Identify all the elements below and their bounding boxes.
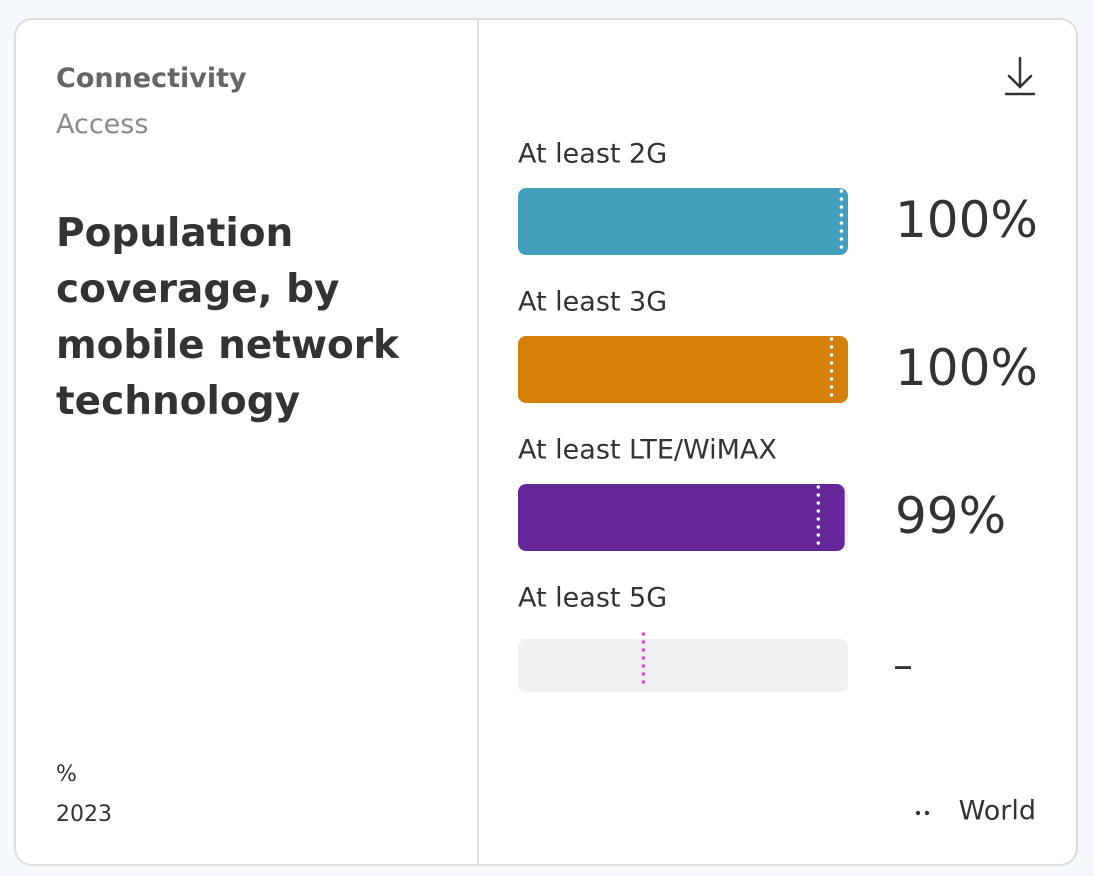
category-label: At least 2G xyxy=(518,139,667,170)
year: 2023 xyxy=(56,802,112,827)
value-label: – xyxy=(893,643,913,689)
section: Connectivity xyxy=(56,63,247,94)
category-label: At least LTE/WiMAX xyxy=(518,435,777,466)
value-label: 100% xyxy=(895,339,1038,397)
bar xyxy=(518,484,845,551)
download-button[interactable] xyxy=(1004,56,1036,96)
chart-title: Population coverage, by mobile network t… xyxy=(56,211,399,424)
unit: % xyxy=(56,762,77,787)
legend-dot xyxy=(924,810,930,816)
bar xyxy=(518,188,848,255)
card: Connectivity Access Population coverage,… xyxy=(14,18,1078,866)
subsection: Access xyxy=(56,109,149,140)
value-label: 99% xyxy=(895,487,1006,545)
legend-dot xyxy=(915,810,921,816)
bar-track xyxy=(518,639,848,692)
category-label: At least 5G xyxy=(518,583,667,614)
value-label: 100% xyxy=(895,191,1038,249)
info-panel: Connectivity Access Population coverage,… xyxy=(56,56,436,430)
category-label: At least 3G xyxy=(518,287,667,318)
bar xyxy=(518,336,848,403)
legend-label: World xyxy=(959,796,1036,827)
